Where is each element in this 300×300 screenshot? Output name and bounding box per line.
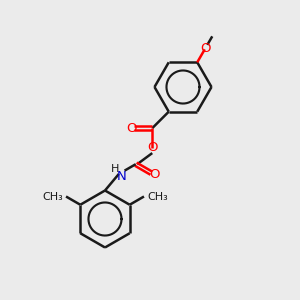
Text: O: O xyxy=(149,168,160,181)
Text: O: O xyxy=(200,42,211,55)
Text: CH₃: CH₃ xyxy=(147,191,168,202)
Text: H: H xyxy=(110,164,119,174)
Text: O: O xyxy=(126,122,136,135)
Text: CH₃: CH₃ xyxy=(42,191,63,202)
Text: N: N xyxy=(116,170,126,183)
Text: O: O xyxy=(147,141,158,154)
